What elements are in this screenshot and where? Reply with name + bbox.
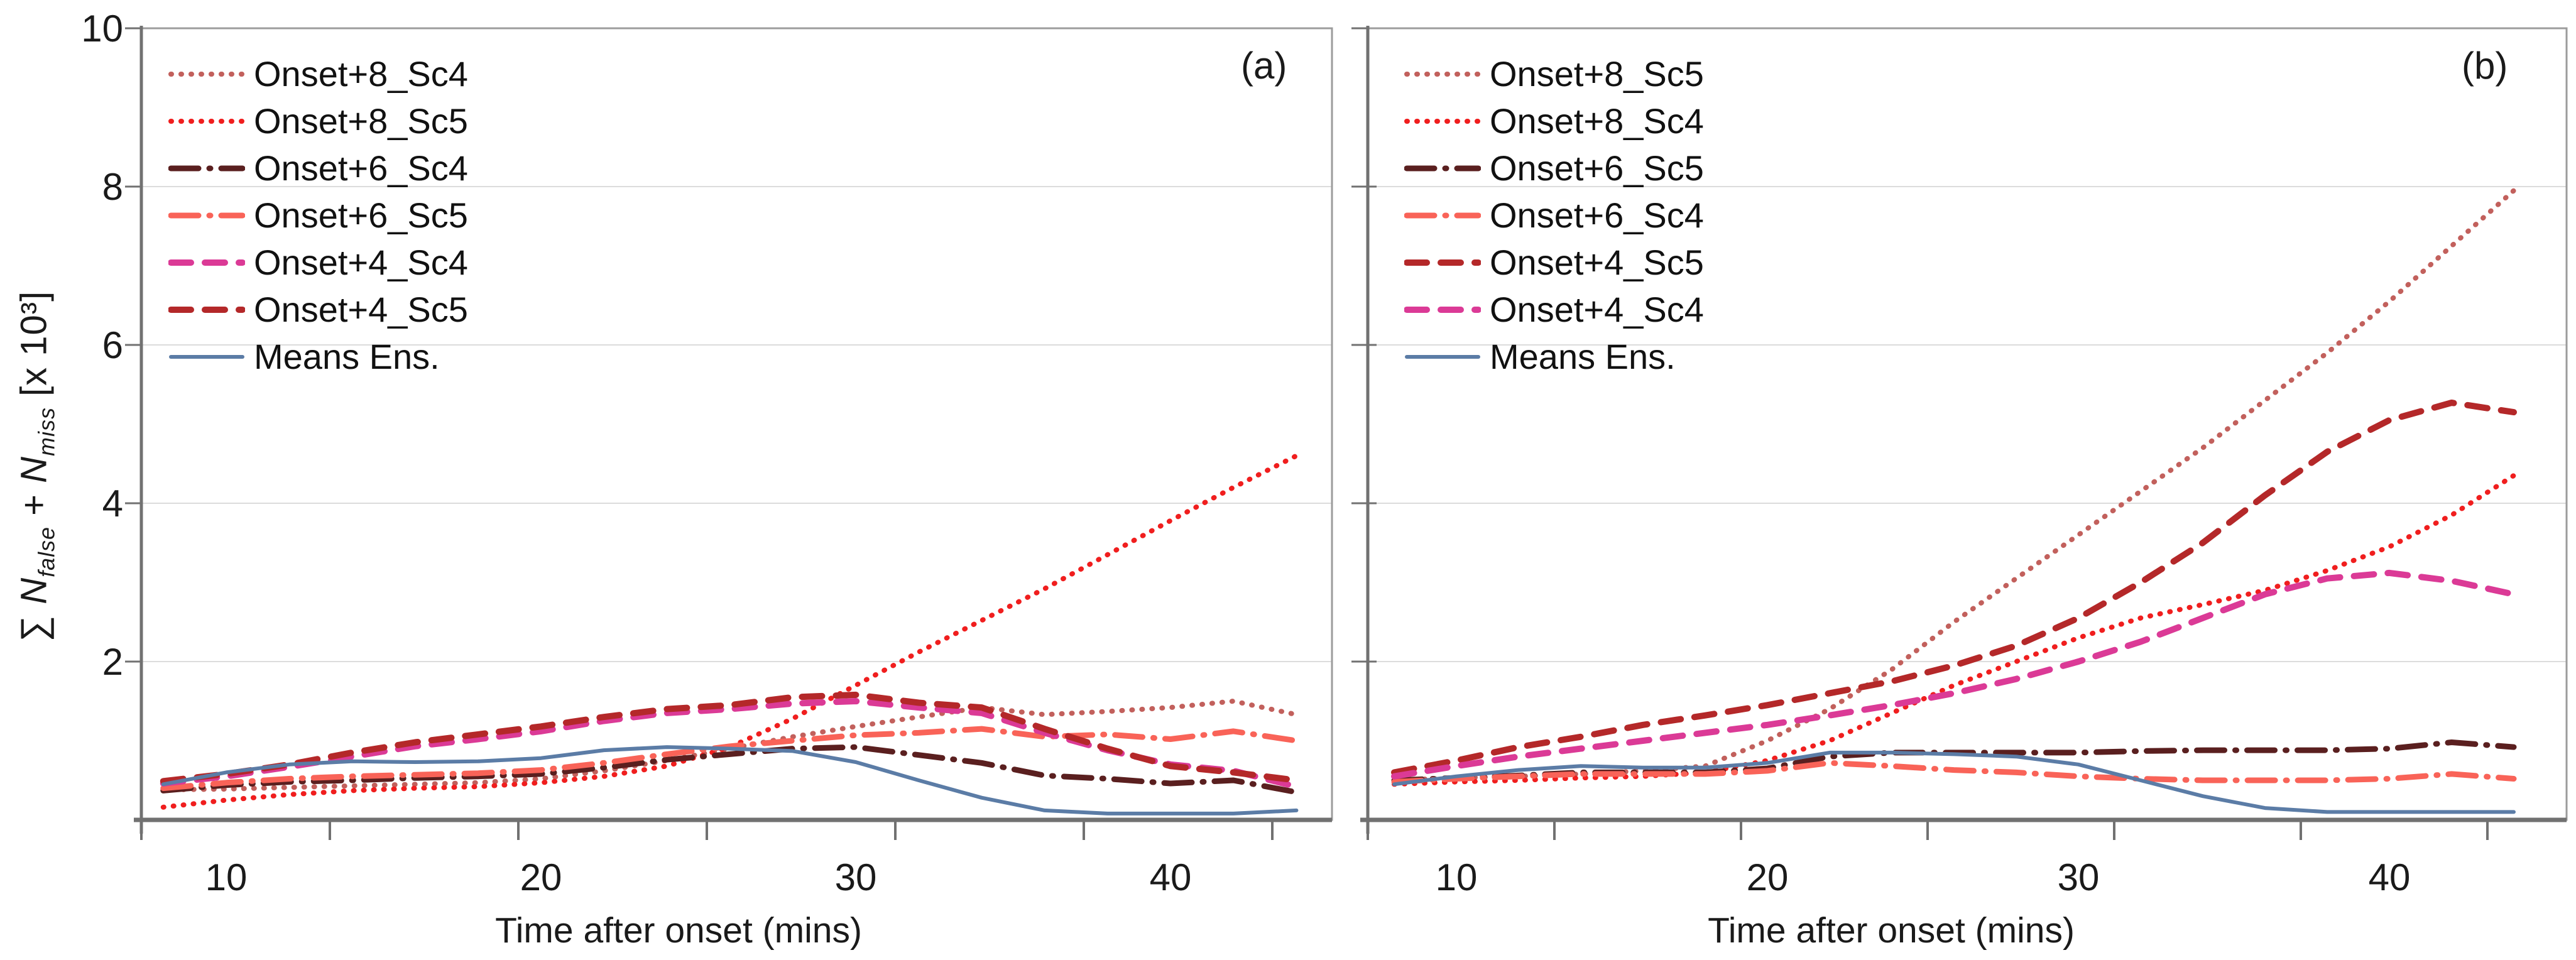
- svg-text:30: 30: [2058, 856, 2100, 898]
- legend-item: Onset+8_Sc4: [168, 50, 468, 97]
- svg-text:10: 10: [81, 8, 123, 50]
- legend-item: Means Ens.: [168, 333, 468, 380]
- n-false-var: N: [13, 577, 55, 604]
- legend-item: Onset+4_Sc4: [168, 239, 468, 286]
- legend-label: Onset+8_Sc5: [1490, 54, 1704, 94]
- n-false-sub: false: [33, 526, 60, 577]
- legend-item: Means Ens.: [1404, 333, 1704, 380]
- x-axis-title-panel-b: Time after onset (mins): [1708, 910, 2075, 951]
- legend-panel-a: Onset+8_Sc4 Onset+8_Sc5 Onset+6_Sc4 Onse…: [168, 50, 468, 380]
- legend-label: Onset+4_Sc5: [1490, 243, 1704, 282]
- legend-label: Onset+6_Sc5: [1490, 148, 1704, 188]
- line-style-swatch: [168, 258, 245, 267]
- legend-item: Onset+6_Sc5: [168, 192, 468, 239]
- line-style-swatch: [1404, 164, 1481, 173]
- legend-label: Onset+6_Sc4: [254, 148, 468, 188]
- legend-item: Onset+8_Sc5: [1404, 50, 1704, 97]
- legend-label: Onset+4_Sc4: [1490, 290, 1704, 329]
- legend-label: Means Ens.: [1490, 337, 1676, 376]
- line-style-swatch: [168, 70, 245, 79]
- svg-text:4: 4: [102, 483, 123, 525]
- svg-text:6: 6: [102, 324, 123, 366]
- y-axis-title: ∑ Nfalse + Nmiss [x 10³]: [13, 291, 60, 642]
- svg-text:20: 20: [520, 856, 562, 898]
- legend-label: Onset+8_Sc4: [254, 54, 468, 94]
- panel-a-label: (a): [1241, 45, 1287, 87]
- legend-item: Onset+6_Sc4: [168, 145, 468, 192]
- legend-item: Onset+4_Sc5: [1404, 239, 1704, 286]
- legend-panel-b: Onset+8_Sc5 Onset+8_Sc4 Onset+6_Sc5 Onse…: [1404, 50, 1704, 380]
- legend-item: Onset+4_Sc4: [1404, 286, 1704, 333]
- plus-sign: +: [13, 483, 55, 526]
- panel-b-label: (b): [2462, 45, 2508, 87]
- line-style-swatch: [168, 117, 245, 126]
- legend-label: Onset+6_Sc4: [1490, 195, 1704, 235]
- svg-text:10: 10: [1436, 856, 1478, 898]
- line-style-swatch: [168, 211, 245, 220]
- line-style-swatch: [1404, 258, 1481, 267]
- legend-item: Onset+4_Sc5: [168, 286, 468, 333]
- svg-text:40: 40: [1150, 856, 1192, 898]
- svg-text:40: 40: [2369, 856, 2411, 898]
- legend-label: Onset+8_Sc5: [254, 101, 468, 141]
- line-style-swatch: [168, 352, 245, 361]
- svg-text:20: 20: [1747, 856, 1789, 898]
- n-miss-var: N: [13, 455, 55, 483]
- legend-label: Onset+6_Sc5: [254, 195, 468, 235]
- legend-label: Onset+8_Sc4: [1490, 101, 1704, 141]
- svg-text:2: 2: [102, 641, 123, 683]
- line-style-swatch: [1404, 352, 1481, 361]
- n-miss-sub: miss: [33, 407, 60, 456]
- legend-label: Means Ens.: [254, 337, 440, 376]
- line-style-swatch: [1404, 305, 1481, 314]
- legend-label: Onset+4_Sc4: [254, 243, 468, 282]
- line-style-swatch: [1404, 117, 1481, 126]
- legend-item: Onset+8_Sc5: [168, 97, 468, 145]
- sigma-symbol: ∑: [13, 604, 55, 642]
- svg-text:8: 8: [102, 166, 123, 208]
- svg-text:30: 30: [835, 856, 877, 898]
- legend-item: Onset+6_Sc5: [1404, 145, 1704, 192]
- line-style-swatch: [168, 305, 245, 314]
- legend-item: Onset+8_Sc4: [1404, 97, 1704, 145]
- line-style-swatch: [1404, 211, 1481, 220]
- line-style-swatch: [1404, 70, 1481, 79]
- scale-bracket: [x 10³]: [13, 290, 55, 408]
- x-axis-title-panel-a: Time after onset (mins): [495, 910, 862, 951]
- line-style-swatch: [168, 164, 245, 173]
- legend-label: Onset+4_Sc5: [254, 290, 468, 329]
- legend-item: Onset+6_Sc4: [1404, 192, 1704, 239]
- svg-text:10: 10: [205, 856, 248, 898]
